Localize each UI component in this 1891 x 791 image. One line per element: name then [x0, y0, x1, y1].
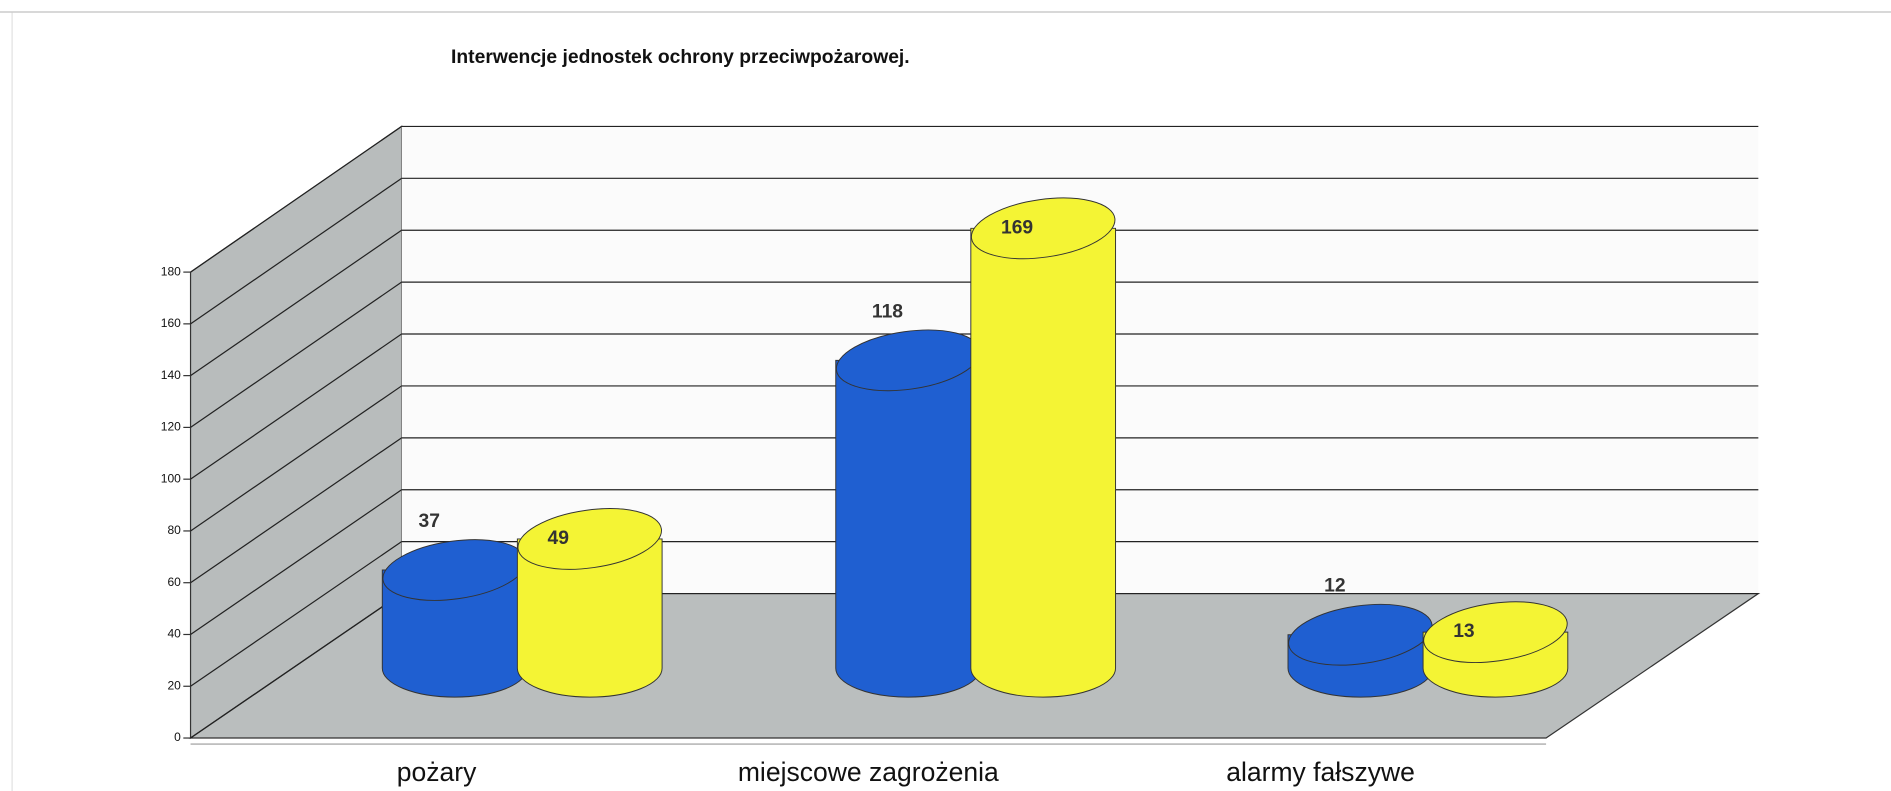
x-tick-label: miejscowe zagrożenia [738, 757, 999, 787]
chart-title: Interwencje jednostek ochrony przeciwpoż… [451, 47, 910, 68]
cylinder-top [517, 508, 662, 570]
grid-line [190, 229, 402, 377]
y-tick-label: 0 [174, 730, 181, 744]
y-tick-label: 100 [161, 471, 181, 485]
cylinder [516, 538, 663, 698]
y-tick-label: 180 [161, 264, 181, 278]
y-tick-label: 60 [167, 575, 181, 589]
y-tick-label: 80 [167, 523, 181, 537]
data-label: 12 [1324, 576, 1345, 597]
data-label: 13 [1453, 621, 1475, 642]
x-tick-label: pożary [397, 757, 477, 787]
grid-line [190, 281, 402, 428]
grid-line [190, 593, 402, 739]
data-label: 169 [1001, 217, 1033, 238]
grid-line [190, 489, 402, 635]
y-tick-label: 20 [167, 678, 181, 692]
grid-line [190, 333, 402, 480]
cylinder-top [1423, 601, 1568, 663]
grid-line [190, 177, 402, 325]
cylinder-top [970, 197, 1116, 260]
x-tick-label: alarmy fałszywe [1226, 757, 1415, 787]
data-label: 37 [418, 511, 439, 532]
cylinder [835, 359, 981, 698]
y-tick-label: 120 [161, 420, 181, 434]
grid-line [190, 385, 402, 532]
y-tick-label: 40 [167, 627, 181, 641]
y-tick-label: 140 [161, 368, 181, 382]
data-label: 118 [872, 301, 903, 322]
grid-line [190, 125, 402, 273]
y-tick-label: 160 [161, 316, 181, 330]
grid-line [190, 437, 402, 584]
data-label: 49 [548, 528, 569, 549]
cylinder [970, 227, 1117, 698]
cylinder-top [1288, 603, 1433, 666]
grid-line [190, 541, 402, 687]
